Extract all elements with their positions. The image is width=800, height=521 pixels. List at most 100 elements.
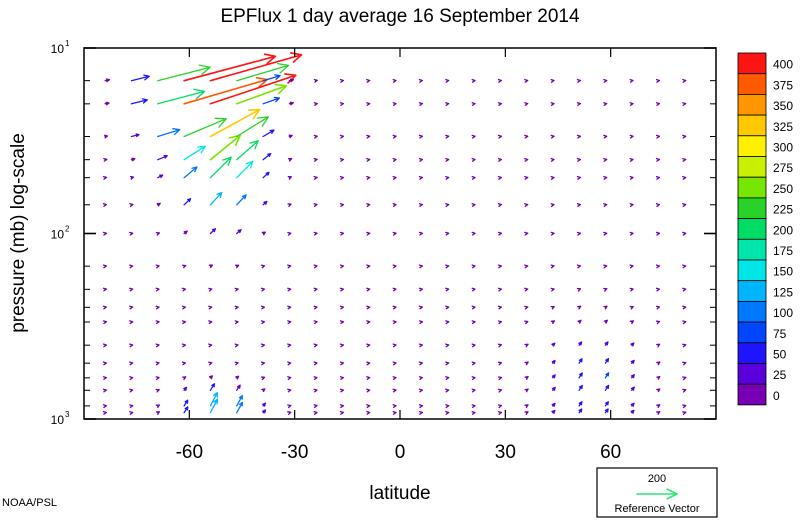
flux-vector — [682, 175, 687, 180]
flux-vector — [655, 175, 661, 180]
flux-vector — [524, 388, 529, 393]
flux-vector — [418, 343, 424, 348]
flux-vector — [102, 287, 108, 292]
flux-vector — [445, 203, 450, 207]
flux-vector — [339, 404, 345, 409]
flux-vector — [445, 343, 450, 348]
flux-vector — [392, 320, 397, 325]
flux-vector — [392, 157, 397, 162]
flux-vector — [366, 376, 371, 380]
flux-vector — [129, 404, 134, 409]
colorbar-segment — [737, 73, 767, 95]
flux-vector — [497, 305, 503, 310]
reference-vector-frame — [596, 467, 718, 518]
flux-vector — [524, 157, 529, 162]
credit-label: NOAA/PSL — [2, 497, 57, 509]
flux-vector — [655, 157, 661, 162]
flux-vector — [418, 203, 424, 207]
flux-vector — [445, 305, 450, 310]
flux-vector — [550, 134, 555, 139]
flux-vector — [551, 359, 556, 365]
flux-vector — [629, 157, 634, 162]
flux-vector — [234, 343, 239, 348]
colorbar-segment — [737, 218, 767, 240]
flux-vector — [471, 361, 476, 366]
flux-vector — [524, 361, 529, 366]
flux-vector — [392, 343, 397, 348]
flux-vector — [551, 374, 556, 379]
flux-vector — [236, 401, 244, 414]
flux-vector — [471, 388, 476, 393]
flux-vector — [471, 134, 476, 139]
flux-vector — [183, 76, 269, 105]
colorbar-segment — [737, 300, 767, 323]
flux-vector — [181, 320, 187, 325]
x-tick-label: -30 — [281, 442, 308, 463]
flux-vector — [551, 402, 556, 407]
flux-vector — [366, 305, 371, 310]
flux-vector — [524, 102, 529, 106]
flux-vector — [629, 320, 635, 325]
flux-vector — [603, 319, 608, 324]
flux-vector — [313, 134, 318, 139]
colorbar-label: 325 — [773, 120, 793, 134]
flux-vector — [313, 388, 318, 393]
flux-vector — [497, 102, 503, 106]
flux-vector — [102, 320, 108, 325]
flux-vector — [655, 287, 661, 292]
flux-vector — [629, 203, 634, 207]
flux-vector — [155, 343, 160, 348]
flux-vector — [682, 78, 687, 83]
flux-vector — [551, 409, 556, 414]
flux-vector — [236, 140, 259, 161]
flux-vector — [471, 102, 476, 106]
flux-vector — [392, 305, 397, 310]
flux-vector — [524, 404, 529, 409]
flux-vector — [156, 202, 161, 207]
flux-vector — [182, 264, 187, 269]
colorbar-label: 125 — [773, 285, 793, 299]
flux-vector — [471, 264, 476, 269]
flux-vector — [102, 388, 108, 393]
flux-vector — [471, 411, 476, 415]
flux-vector — [102, 343, 108, 348]
flux-vector — [260, 343, 266, 348]
colorbar-label: 0 — [773, 389, 780, 403]
flux-vector — [550, 203, 555, 207]
colorbar-label: 150 — [773, 265, 793, 279]
flux-vector — [524, 375, 529, 380]
flux-vector — [102, 203, 108, 207]
flux-vector — [287, 404, 292, 409]
flux-vector — [682, 404, 687, 409]
flux-vector — [418, 264, 424, 269]
flux-vector — [183, 166, 198, 179]
flux-vector — [155, 411, 161, 415]
flux-vector — [551, 386, 556, 391]
flux-vector — [497, 175, 503, 180]
flux-vector — [287, 264, 292, 269]
flux-vector — [604, 408, 609, 414]
colorbar-segment — [737, 280, 767, 302]
flux-vector — [577, 319, 582, 324]
flux-vector — [392, 203, 397, 207]
flux-vector — [471, 157, 476, 162]
flux-vector — [236, 62, 290, 82]
flux-vector — [313, 404, 318, 409]
colorbar-label: 25 — [773, 368, 787, 382]
flux-vector — [155, 404, 161, 409]
y-tick-label: 10 — [51, 413, 65, 427]
flux-vector — [236, 160, 254, 179]
flux-vector — [287, 157, 293, 162]
flux-vector — [339, 376, 345, 380]
flux-vector — [313, 264, 318, 269]
colorbar-label: 175 — [773, 244, 793, 258]
flux-vector — [236, 229, 242, 235]
flux-vector — [576, 157, 582, 162]
flux-vector — [471, 175, 476, 180]
flux-vector — [182, 376, 187, 381]
flux-vector — [576, 287, 582, 292]
flux-vector — [181, 343, 187, 348]
flux-vector — [630, 342, 635, 347]
flux-vector — [630, 359, 635, 364]
